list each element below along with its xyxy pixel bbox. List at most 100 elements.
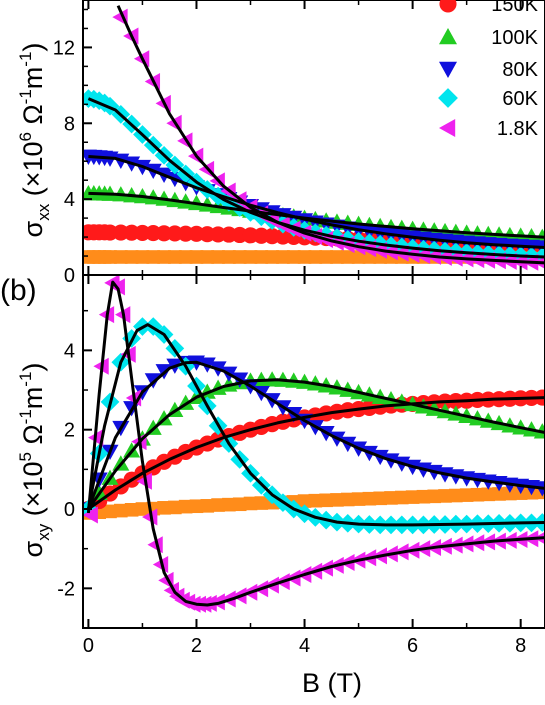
data-point	[124, 250, 139, 264]
data-point	[189, 250, 204, 264]
y-tick-label: 12	[53, 37, 75, 59]
ylabel-suffix: )	[18, 363, 48, 372]
data-point	[178, 499, 193, 514]
data-point	[297, 494, 312, 508]
ylabel-prefix: (×10	[18, 141, 48, 203]
fit-line-150K	[87, 396, 545, 511]
data-point	[492, 487, 506, 501]
ylabel-exponent: 5	[16, 452, 35, 461]
data-point	[276, 250, 290, 264]
fit-line-1p8K	[116, 5, 545, 265]
data-point	[114, 503, 128, 518]
data-point	[222, 250, 236, 264]
ylabel-unit: Ω	[18, 424, 48, 452]
data-point	[222, 497, 236, 512]
data-point	[384, 491, 398, 505]
x-tick-label: 0	[83, 635, 94, 657]
data-point	[405, 490, 420, 504]
legend-marker	[438, 88, 458, 108]
data-point	[168, 500, 182, 515]
data-point	[319, 250, 333, 264]
data-point	[308, 493, 323, 508]
data-point	[83, 506, 98, 524]
y-tick-label: 0	[64, 499, 75, 521]
data-point	[135, 250, 150, 264]
legend-marker	[439, 28, 457, 45]
data-point	[243, 496, 258, 511]
data-point	[209, 593, 225, 611]
legend-item: 100K	[439, 27, 539, 49]
data-point	[232, 497, 247, 512]
ylabel-suffix: )	[18, 43, 48, 52]
fit-line-1p8K	[86, 280, 545, 607]
fit-line-100K	[88, 191, 545, 239]
data-point	[449, 488, 463, 503]
ylabel-unit: Ω	[18, 104, 48, 132]
y-tick-label: 4	[64, 189, 75, 211]
data-point	[124, 503, 139, 517]
x-axis-title: B (T)	[302, 668, 362, 698]
panel-label-b: (b)	[0, 274, 37, 307]
data-point	[243, 250, 258, 264]
data-point	[319, 493, 333, 508]
ylabel-subscript: xx	[34, 203, 53, 221]
data-point	[416, 489, 431, 504]
data-point	[351, 492, 366, 506]
y-tick-label: -2	[57, 578, 75, 600]
ylabel-exponent: 6	[16, 132, 35, 141]
fit-line-80K	[88, 155, 545, 249]
plot-area	[83, 5, 545, 271]
data-point	[438, 489, 452, 503]
x-tick-label: 4	[299, 635, 310, 657]
data-point	[265, 250, 279, 264]
legend-label: 60K	[502, 88, 538, 110]
data-point	[330, 250, 344, 264]
data-point	[254, 250, 269, 264]
axes-frame	[82, 274, 545, 629]
data-point	[103, 504, 117, 519]
legend-item: 150K	[439, 0, 539, 16]
data-point	[481, 487, 496, 502]
data-point	[362, 491, 377, 506]
data-point	[286, 250, 301, 264]
data-point	[157, 501, 171, 515]
y-tick-label: 8	[64, 113, 75, 135]
data-point	[103, 250, 117, 264]
x-tick-label: 2	[191, 635, 202, 657]
data-point	[178, 250, 193, 264]
data-point	[330, 493, 344, 507]
x-tick-label: 8	[515, 635, 526, 657]
data-point	[470, 487, 485, 502]
x-tick-label: 6	[407, 635, 418, 657]
data-point	[114, 250, 128, 264]
ylabel-unit: m	[18, 67, 48, 90]
fit-line-60K	[87, 97, 545, 259]
data-point	[189, 499, 204, 514]
data-point	[340, 492, 355, 507]
data-point	[427, 489, 442, 504]
legend-marker	[439, 0, 457, 13]
y-axis-title-b: σxy (×105 Ω-1m-1)	[16, 363, 53, 558]
legend-label: 100K	[491, 27, 538, 49]
panel-b: -2 0 2 4 0 2 4 6 8	[57, 274, 545, 657]
data-point	[351, 250, 366, 264]
ylabel-exponent: -1	[16, 52, 35, 67]
y-tick-label: 0	[64, 265, 75, 287]
fit-line-100K	[87, 378, 545, 510]
data-point	[254, 496, 269, 510]
data-point	[459, 488, 474, 502]
ylabel-symbol: σ	[18, 220, 48, 237]
legend-label: 150K	[491, 0, 538, 16]
legend-item: 80K	[439, 59, 539, 81]
data-point	[503, 486, 517, 501]
y-tick-label: 4	[64, 340, 75, 362]
plot-area	[83, 275, 545, 613]
ylabel-exponent: -1	[16, 89, 35, 104]
legend-marker	[439, 119, 456, 137]
y-tick-label: 2	[64, 420, 75, 442]
fit-line-80K	[86, 360, 545, 510]
legend-label: 80K	[502, 59, 538, 81]
data-point	[200, 499, 215, 513]
data-point	[395, 490, 409, 505]
